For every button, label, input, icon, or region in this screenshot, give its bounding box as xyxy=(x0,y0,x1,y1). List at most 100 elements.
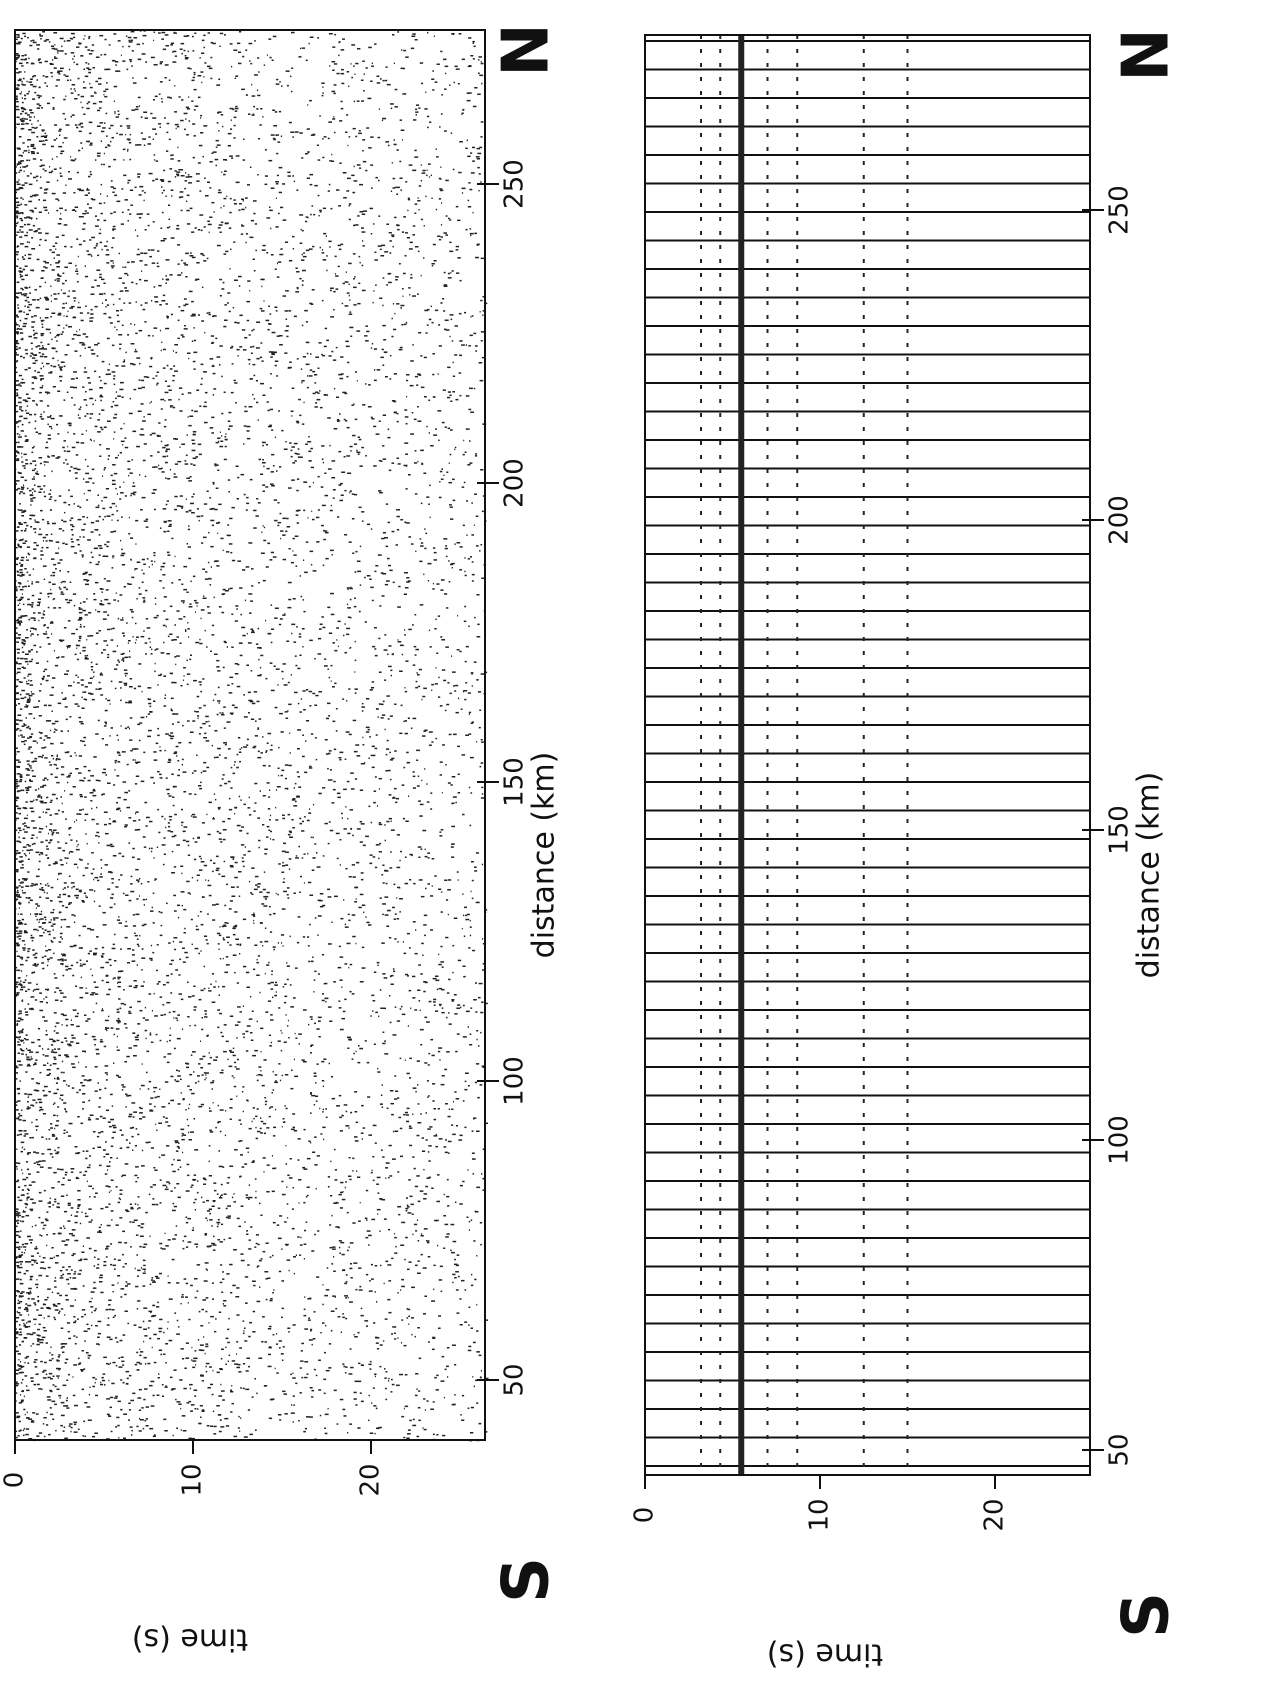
noise-dot xyxy=(32,1099,36,1101)
noise-dot xyxy=(364,335,368,337)
noise-dot xyxy=(165,303,169,305)
noise-dot xyxy=(402,817,405,820)
noise-dot xyxy=(481,510,484,513)
noise-dot xyxy=(289,935,291,938)
noise-dot xyxy=(372,1156,375,1158)
noise-dot xyxy=(18,1402,22,1404)
noise-dot xyxy=(184,55,187,57)
noise-dot xyxy=(77,843,79,846)
noise-dot xyxy=(78,408,81,410)
noise-dot xyxy=(98,1106,101,1108)
noise-dot xyxy=(20,559,24,561)
noise-dot xyxy=(71,1063,75,1065)
noise-dot xyxy=(295,857,299,859)
noise-dot xyxy=(15,662,18,665)
noise-dot xyxy=(354,688,358,690)
noise-dot xyxy=(25,459,28,461)
noise-dot xyxy=(87,49,91,51)
noise-dot xyxy=(214,508,218,511)
noise-dot xyxy=(381,348,384,351)
noise-dot xyxy=(32,1202,36,1204)
noise-dot xyxy=(21,736,25,738)
noise-dot xyxy=(457,879,459,881)
noise-dot xyxy=(30,143,35,146)
noise-dot xyxy=(328,355,332,357)
noise-dot xyxy=(77,866,79,869)
noise-dot xyxy=(185,1246,189,1248)
noise-dot xyxy=(450,1249,452,1252)
noise-dot xyxy=(82,874,85,877)
noise-dot xyxy=(52,863,56,865)
noise-dot xyxy=(326,255,328,257)
noise-dot xyxy=(397,1097,400,1099)
noise-dot xyxy=(430,929,433,931)
noise-dot xyxy=(97,1263,100,1266)
noise-dot xyxy=(73,433,76,435)
noise-dot xyxy=(200,861,205,863)
noise-dot xyxy=(49,1389,52,1392)
noise-dot xyxy=(181,1415,186,1417)
noise-dot xyxy=(180,1128,185,1131)
noise-dot xyxy=(231,1360,236,1362)
noise-dot xyxy=(20,430,24,432)
noise-dot xyxy=(51,1357,54,1360)
noise-dot xyxy=(20,984,23,987)
noise-dot xyxy=(451,843,455,845)
noise-dot xyxy=(458,171,462,174)
noise-dot xyxy=(78,243,82,246)
noise-dot xyxy=(53,1056,56,1059)
noise-dot xyxy=(74,1320,77,1322)
noise-dot xyxy=(15,1317,20,1319)
noise-dot xyxy=(29,736,32,739)
noise-dot xyxy=(274,268,277,270)
noise-dot xyxy=(423,914,428,917)
noise-dot xyxy=(78,42,80,44)
noise-dot xyxy=(300,595,303,598)
noise-dot xyxy=(49,1352,51,1354)
noise-dot xyxy=(57,562,61,564)
noise-dot xyxy=(15,1101,18,1103)
noise-dot xyxy=(32,1332,36,1334)
noise-dot xyxy=(312,481,314,484)
noise-dot xyxy=(230,347,233,349)
noise-dot xyxy=(38,104,42,107)
noise-dot xyxy=(16,1246,20,1249)
noise-dot xyxy=(58,312,62,315)
noise-dot xyxy=(167,1282,171,1284)
noise-dot xyxy=(22,1119,26,1122)
noise-dot xyxy=(87,1357,90,1359)
noise-dot xyxy=(345,867,348,870)
noise-dot xyxy=(34,427,36,430)
noise-dot xyxy=(27,769,31,771)
noise-dot xyxy=(230,1389,233,1391)
noise-dot xyxy=(58,70,63,72)
noise-dot xyxy=(52,59,54,61)
noise-dot xyxy=(468,1229,470,1231)
noise-dot xyxy=(15,852,18,854)
noise-dot xyxy=(28,81,33,83)
noise-dot xyxy=(290,75,292,78)
noise-dot xyxy=(37,485,41,488)
noise-dot xyxy=(256,89,259,91)
noise-dot xyxy=(162,508,167,510)
noise-dot xyxy=(132,925,137,927)
noise-dot xyxy=(468,625,470,627)
noise-dot xyxy=(83,625,86,628)
noise-dot xyxy=(476,1130,480,1132)
noise-dot xyxy=(296,286,299,289)
noise-dot xyxy=(105,1206,109,1208)
noise-dot xyxy=(95,1048,99,1051)
noise-dot xyxy=(26,1056,30,1058)
noise-dot xyxy=(208,67,213,70)
noise-dot xyxy=(113,33,117,35)
noise-dot xyxy=(47,1148,52,1151)
noise-dot xyxy=(16,72,20,74)
noise-dot xyxy=(17,1299,20,1302)
noise-dot xyxy=(212,364,214,367)
noise-dot xyxy=(157,1337,160,1340)
noise-dot xyxy=(308,1317,310,1319)
noise-dot xyxy=(440,1380,445,1382)
noise-dot xyxy=(383,1282,385,1285)
noise-dot xyxy=(75,819,78,821)
noise-dot xyxy=(272,556,277,558)
